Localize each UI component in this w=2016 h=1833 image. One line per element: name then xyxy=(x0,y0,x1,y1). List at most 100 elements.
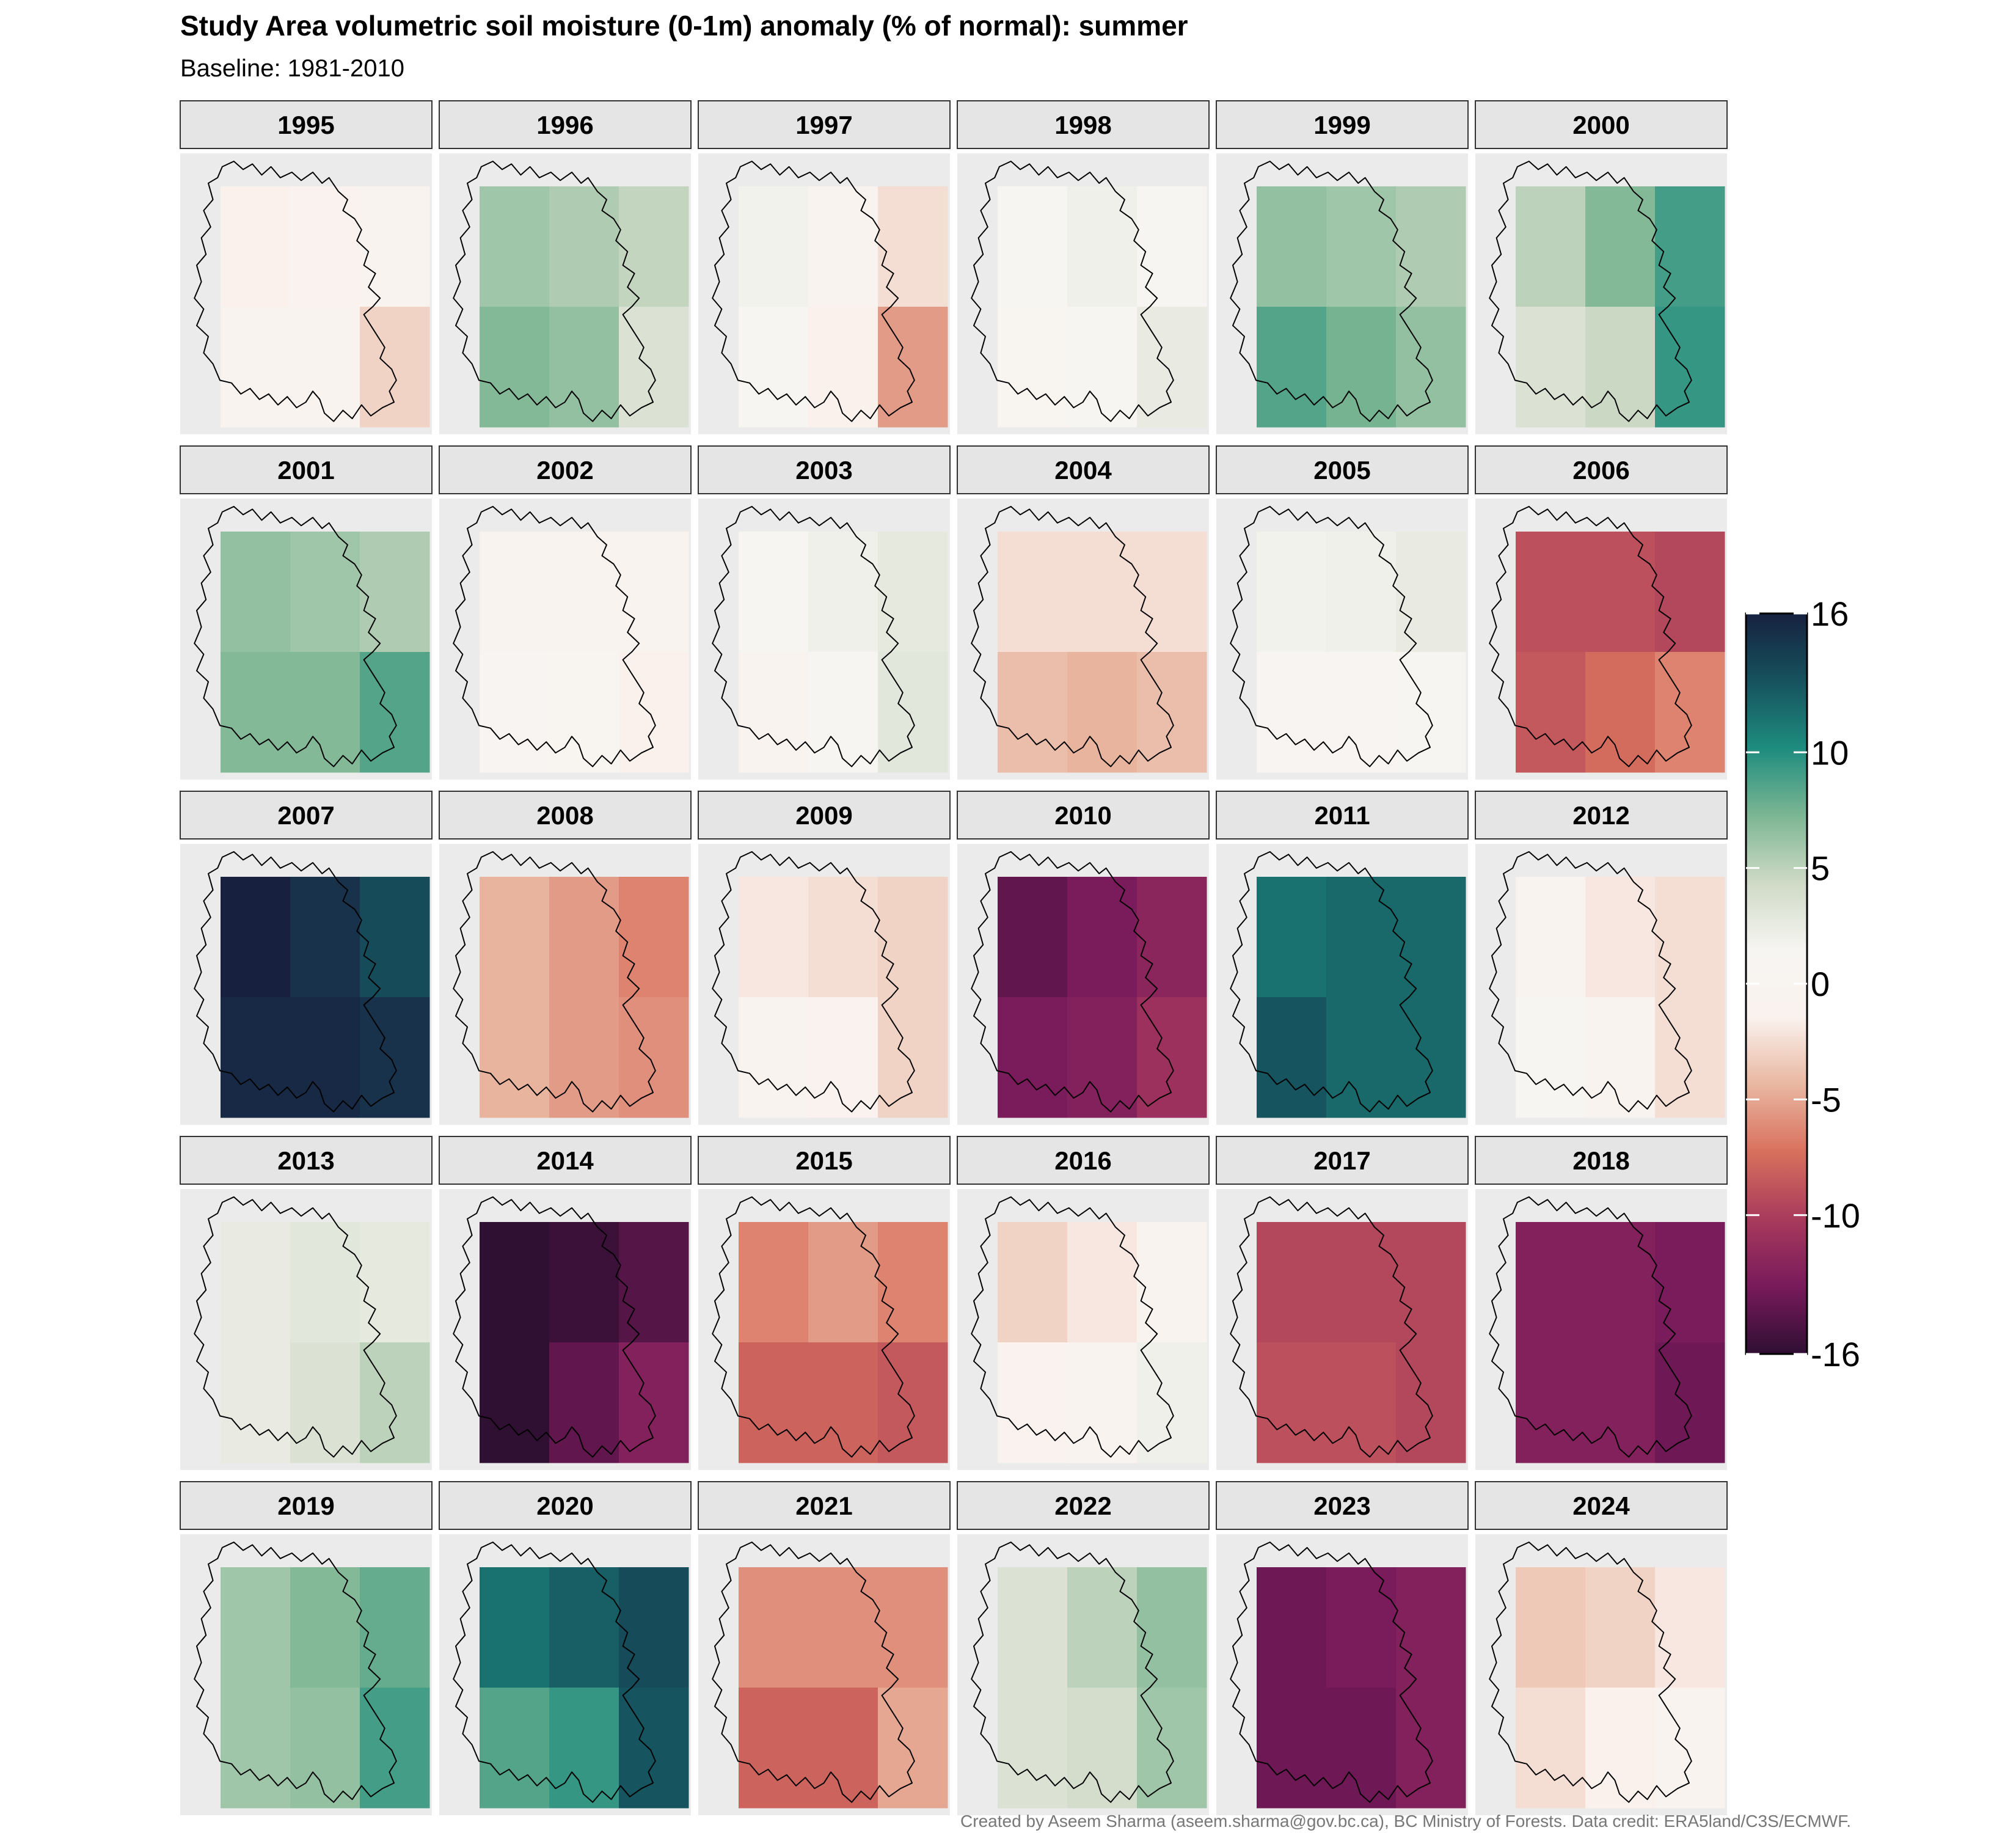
facet-panel-1996: 1996 xyxy=(439,100,692,434)
heatmap-cell xyxy=(360,877,430,998)
heatmap-cell xyxy=(998,186,1068,307)
heatmap-cell xyxy=(1326,997,1397,1118)
heatmap-cell xyxy=(221,532,291,653)
heatmap-cell xyxy=(360,1567,430,1688)
study-area-outline xyxy=(712,1542,915,1803)
heatmap-cell xyxy=(808,1222,878,1343)
facet-panel-2016: 2016 xyxy=(957,1136,1210,1470)
heatmap-cell xyxy=(1326,186,1397,307)
colorbar-tick-label: -16 xyxy=(1811,1335,1860,1374)
heatmap-cell xyxy=(739,997,809,1118)
study-area-outline xyxy=(1489,851,1692,1113)
facet-panel-2015: 2015 xyxy=(698,1136,951,1470)
heatmap-cell xyxy=(1516,307,1586,428)
facet-panel-2006: 2006 xyxy=(1475,445,1728,780)
study-area-outline xyxy=(1230,1196,1433,1458)
facet-strip-label: 2016 xyxy=(1054,1146,1111,1175)
heatmap-cell xyxy=(1067,997,1138,1118)
heatmap-cell xyxy=(739,186,809,307)
study-area-outline xyxy=(194,1196,397,1458)
study-area-outline xyxy=(194,506,397,767)
facet-panel-2024: 2024 xyxy=(1475,1481,1728,1815)
heatmap-cell xyxy=(1067,307,1138,428)
heatmap-cell xyxy=(1257,1222,1327,1343)
facet-strip xyxy=(180,100,433,149)
facet-strip-label: 1997 xyxy=(795,111,852,139)
heatmap-cell xyxy=(549,1342,619,1463)
heatmap-cell xyxy=(1396,532,1466,653)
facet-panel-2000: 2000 xyxy=(1475,100,1728,434)
facet-panel-2013: 2013 xyxy=(180,1136,433,1470)
heatmap-cell xyxy=(998,1567,1068,1688)
heatmap-cell xyxy=(808,997,878,1118)
facet-strip xyxy=(957,1481,1210,1530)
study-area-outline xyxy=(971,851,1174,1113)
heatmap-cell xyxy=(549,532,619,653)
heatmap-cell xyxy=(1585,1222,1656,1343)
facet-strip xyxy=(439,445,692,494)
heatmap-cell xyxy=(1516,1342,1586,1463)
facet-strip xyxy=(180,791,433,840)
facet-panel-2009: 2009 xyxy=(698,791,951,1125)
heatmap-cell xyxy=(878,1222,948,1343)
colorbar-tick-label: -10 xyxy=(1811,1196,1860,1235)
heatmap-cell xyxy=(549,307,619,428)
heatmap-cell xyxy=(1396,186,1466,307)
heatmap-cell xyxy=(1067,186,1138,307)
facet-strip-label: 1998 xyxy=(1054,111,1111,139)
heatmap-cell xyxy=(739,652,809,773)
heatmap-cell xyxy=(619,186,689,307)
facet-strip xyxy=(698,100,951,149)
heatmap-cell xyxy=(290,1342,360,1463)
heatmap-cell xyxy=(1257,186,1327,307)
heatmap-cell xyxy=(1067,1567,1138,1688)
study-area-outline xyxy=(712,851,915,1113)
heatmap-cell xyxy=(1585,877,1656,998)
facet-strip xyxy=(1216,445,1469,494)
facet-strip-label: 2001 xyxy=(277,456,334,485)
heatmap-cell xyxy=(221,186,291,307)
facet-strip xyxy=(698,791,951,840)
facet-panel-2002: 2002 xyxy=(439,445,692,780)
heatmap-cell xyxy=(739,1567,809,1688)
facet-panel-2011: 2011 xyxy=(1216,791,1469,1125)
study-area-outline xyxy=(971,506,1174,767)
heatmap-cell xyxy=(1516,186,1586,307)
facet-strip xyxy=(1216,791,1469,840)
study-area-outline xyxy=(1230,161,1433,422)
facet-strip-label: 2010 xyxy=(1054,801,1111,830)
heatmap-cell xyxy=(480,307,550,428)
heatmap-cell xyxy=(1655,877,1725,998)
facet-strip xyxy=(957,445,1210,494)
facet-panel-1997: 1997 xyxy=(698,100,951,434)
heatmap-cell xyxy=(1137,186,1207,307)
heatmap-cell xyxy=(998,877,1068,998)
facet-strip-label: 2011 xyxy=(1314,801,1370,830)
heatmap-cell xyxy=(221,307,291,428)
heatmap-cell xyxy=(739,1688,809,1809)
heatmap-cell xyxy=(1516,532,1586,653)
study-area-outline xyxy=(453,506,656,767)
facet-strip-label: 2013 xyxy=(277,1146,334,1175)
colorbar-tick-label: -5 xyxy=(1811,1080,1841,1119)
credit-caption: Created by Aseem Sharma (aseem.sharma@go… xyxy=(960,1812,1851,1831)
heatmap-cell xyxy=(808,186,878,307)
facet-strip-label: 2008 xyxy=(536,801,593,830)
facet-panel-2001: 2001 xyxy=(180,445,433,780)
facet-strip xyxy=(1216,1481,1469,1530)
heatmap-cell xyxy=(998,997,1068,1118)
study-area-outline xyxy=(1489,506,1692,767)
study-area-outline xyxy=(971,1542,1174,1803)
facet-panel-2022: 2022 xyxy=(957,1481,1210,1815)
facet-strip xyxy=(180,1136,433,1185)
heatmap-cell xyxy=(1516,997,1586,1118)
facet-panel-2005: 2005 xyxy=(1216,445,1469,780)
heatmap-cell xyxy=(1396,877,1466,998)
colorbar-tick-label: 0 xyxy=(1811,965,1830,1003)
heatmap-cell xyxy=(1137,1222,1207,1343)
facet-strip-label: 1996 xyxy=(536,111,593,139)
facet-panel-2012: 2012 xyxy=(1475,791,1728,1125)
heatmap-cell xyxy=(998,1222,1068,1343)
facet-strip xyxy=(957,100,1210,149)
